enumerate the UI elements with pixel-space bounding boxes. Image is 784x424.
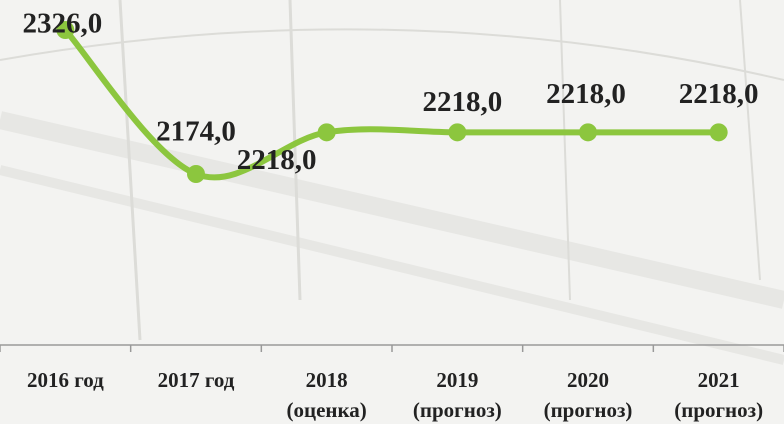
x-tick-label-line: (прогноз)	[544, 398, 633, 422]
x-tick-label: 2021 (прогноз)	[674, 368, 763, 422]
x-tick-label: 2020 (прогноз)	[544, 368, 633, 422]
marker	[579, 123, 597, 142]
x-tick-label-line: (прогноз)	[674, 398, 763, 422]
x-tick-label-line: 2020	[567, 368, 609, 392]
marker	[56, 21, 75, 39]
x-tick-label: 2019 (прогноз)	[413, 368, 502, 422]
x-tick-label-line: (оценка)	[287, 398, 367, 422]
x-tick-label-line: 2019	[436, 368, 478, 392]
x-tick-label-line: 2021	[698, 368, 740, 392]
data-label: 2174,0	[156, 116, 236, 148]
data-label: 2218,0	[679, 78, 759, 110]
x-tick-label-line: 2017 год	[158, 368, 235, 392]
data-label: 2218,0	[546, 78, 626, 110]
marker	[448, 123, 467, 142]
marker	[709, 123, 728, 142]
x-tick-label: 2017 год	[158, 368, 235, 392]
x-tick-label-line: 2018	[306, 368, 348, 392]
x-tick-label: 2018 (оценка)	[287, 368, 367, 422]
data-label: 2218,0	[422, 86, 502, 118]
x-tick-label-line: (прогноз)	[413, 398, 502, 422]
x-tick-label: 2016 год	[27, 368, 104, 392]
x-tick-label-line: 2016 год	[27, 368, 104, 392]
data-label: 2218,0	[237, 144, 317, 176]
marker	[187, 165, 205, 183]
marker	[317, 123, 336, 142]
data-label: 2326,0	[22, 8, 102, 40]
